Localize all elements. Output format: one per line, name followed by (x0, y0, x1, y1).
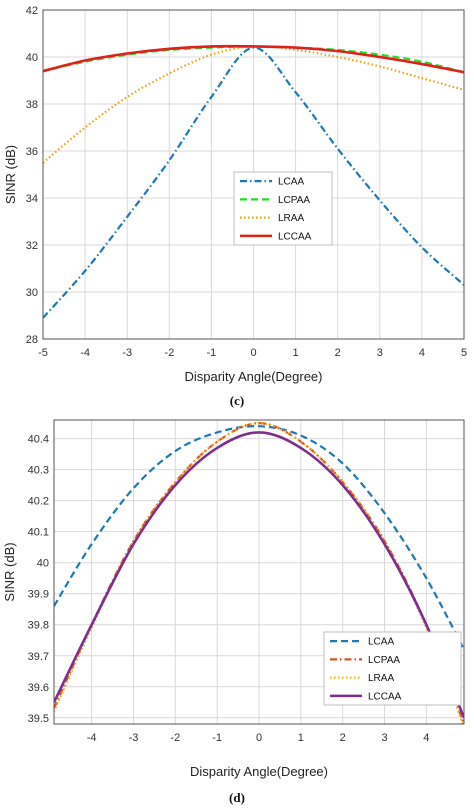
legend-label: LCPAA (278, 195, 310, 206)
y-tick-label: 30 (26, 287, 38, 299)
y-tick-label: 40.1 (28, 527, 49, 539)
legend-c: LCAA LCPAA LRAA LCCAA (233, 171, 333, 246)
legend-box (323, 631, 462, 706)
x-tick-label: -2 (170, 732, 180, 744)
y-tick-label: 32 (26, 240, 38, 252)
legend-d: LCAA LCPAA LRAA LCCAA (323, 631, 462, 706)
y-tick-label: 40.4 (28, 434, 49, 446)
x-axis-label: Disparity Angle(Degree) (190, 764, 328, 779)
legend-label: LCPAA (368, 655, 400, 666)
y-tick-label: 39.9 (28, 589, 49, 601)
legend-box (233, 171, 333, 246)
y-tick-label: 40.3 (28, 465, 49, 477)
x-tick-label: 4 (419, 347, 425, 359)
x-tick-label: 2 (340, 732, 346, 744)
x-tick-label: 1 (298, 732, 304, 744)
series-line-lraa (54, 421, 464, 724)
legend-label: LCAA (368, 637, 394, 648)
y-tick-label: 34 (26, 193, 38, 205)
figure-caption: (d) (229, 790, 245, 805)
x-tick-label: -5 (38, 347, 48, 359)
y-tick-label: 36 (26, 146, 38, 158)
y-tick-label: 40 (26, 52, 38, 64)
figure-caption: (c) (230, 393, 244, 408)
y-tick-label: 40.2 (28, 496, 49, 508)
y-tick-label: 39.5 (28, 713, 49, 725)
x-tick-label: -2 (164, 347, 174, 359)
x-tick-label: -4 (87, 732, 97, 744)
x-tick-label: 4 (423, 732, 429, 744)
series-line-lccaa (43, 44, 464, 74)
x-tick-label: -3 (129, 732, 139, 744)
chart-panel-d: -4 -3 -2 -1 0 1 2 3 4 39.5 39.6 39.7 39.8 39.9 40 40.1 4… (2, 419, 465, 805)
series-line-lccaa (54, 431, 464, 719)
x-tick-label: -4 (80, 347, 90, 359)
legend-label: LRAA (278, 213, 304, 224)
y-tick-label: 28 (26, 334, 38, 346)
legend-label: LCCAA (368, 691, 402, 702)
chart-panel-c: -5 -4 -3 -2 -1 0 1 2 3 4 52830323436384042Disparit… (3, 5, 467, 408)
x-tick-label: -1 (207, 347, 217, 359)
x-tick-label: -1 (212, 732, 222, 744)
series-line-lcaa (54, 425, 464, 651)
y-axis-label: SINR (dB) (3, 145, 18, 204)
plot-frame-c (42, 9, 465, 340)
y-tick-label: 38 (26, 99, 38, 111)
legend-label: LRAA (368, 673, 394, 684)
x-tick-label: 3 (381, 732, 387, 744)
x-tick-label: -3 (122, 347, 132, 359)
x-axis-label: Disparity Angle(Degree) (184, 369, 322, 384)
legend-label: LCCAA (278, 231, 312, 242)
x-tick-label: 3 (377, 347, 383, 359)
series-group-d (54, 421, 464, 724)
x-tick-label: 2 (335, 347, 341, 359)
y-tick-label: 42 (26, 5, 38, 17)
plot-frame-d (53, 419, 465, 725)
y-axis-label: SINR (dB) (2, 542, 17, 601)
y-tick-label: 39.6 (28, 682, 49, 694)
legend-label: LCAA (278, 177, 304, 188)
x-tick-label: 5 (461, 347, 467, 359)
x-tick-label: 0 (250, 347, 256, 359)
series-group-c (43, 44, 464, 319)
x-tick-label: 1 (293, 347, 299, 359)
y-tick-label: 39.8 (28, 620, 49, 632)
x-tick-label: 0 (256, 732, 262, 744)
y-tick-label: 39.7 (28, 651, 49, 663)
y-tick-label: 40 (37, 558, 49, 570)
